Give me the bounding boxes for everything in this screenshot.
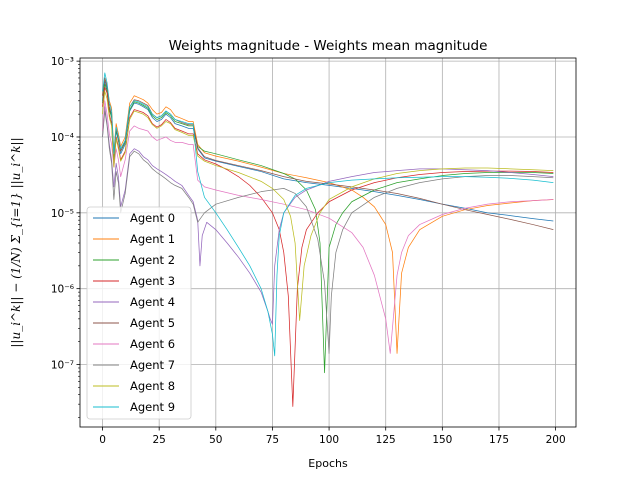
y-tick-label: 10⁻⁵ xyxy=(51,208,74,220)
series-lines xyxy=(102,72,554,407)
series-line-agent-6 xyxy=(102,100,554,354)
x-tick-label: 125 xyxy=(376,434,396,446)
y-tick-label: 10⁻³ xyxy=(51,56,74,68)
legend-label-agent-4: Agent 4 xyxy=(130,295,175,309)
legend: Agent 0 Agent 1 Agent 2 Agent 3 Agent 4 Agent… xyxy=(86,206,192,420)
x-tick-label: 75 xyxy=(266,434,279,446)
y-axis-label: ||u_i^k|| − (1/N) Σ_{i=1} ||u_i^k|| xyxy=(9,137,23,347)
series-line-agent-4 xyxy=(102,106,554,325)
legend-label-agent-0: Agent 0 xyxy=(130,211,175,225)
legend-label-agent-7: Agent 7 xyxy=(130,358,175,372)
legend-label-agent-6: Agent 6 xyxy=(130,337,175,351)
x-tick-label: 200 xyxy=(546,434,566,446)
legend-label-agent-3: Agent 3 xyxy=(130,274,175,288)
y-tick-label: 10⁻⁶ xyxy=(51,284,74,296)
legend-label-agent-5: Agent 5 xyxy=(130,316,175,330)
y-axis-label-group: ||u_i^k|| − (1/N) Σ_{i=1} ||u_i^k|| xyxy=(9,137,23,347)
x-axis-label: Epochs xyxy=(308,457,348,470)
series-line-agent-1 xyxy=(102,77,554,354)
x-tick-label: 150 xyxy=(432,434,452,446)
plot-area-frame xyxy=(79,57,577,428)
x-axis-ticks: 0 25 50 75 100 125 150 175 200 xyxy=(99,427,566,446)
series-line-agent-9 xyxy=(102,72,554,357)
legend-label-agent-9: Agent 9 xyxy=(130,400,175,414)
legend-label-agent-1: Agent 1 xyxy=(130,232,175,246)
series-line-agent-0 xyxy=(102,80,554,222)
x-tick-label: 50 xyxy=(209,434,222,446)
chart-title: Weights magnitude - Weights mean magnitu… xyxy=(169,38,488,54)
x-tick-label: 175 xyxy=(489,434,509,446)
x-tick-label: 25 xyxy=(152,434,165,446)
x-tick-label: 0 xyxy=(99,434,106,446)
series-line-agent-3 xyxy=(102,87,554,407)
y-tick-label: 10⁻⁷ xyxy=(51,360,74,372)
legend-label-agent-2: Agent 2 xyxy=(130,253,175,267)
x-tick-label: 100 xyxy=(319,434,339,446)
legend-label-agent-8: Agent 8 xyxy=(130,379,175,393)
y-axis-ticks: 10⁻⁷ 10⁻⁶ 10⁻⁵ 10⁻⁴ 10⁻³ xyxy=(51,56,80,418)
y-tick-label: 10⁻⁴ xyxy=(51,132,74,144)
